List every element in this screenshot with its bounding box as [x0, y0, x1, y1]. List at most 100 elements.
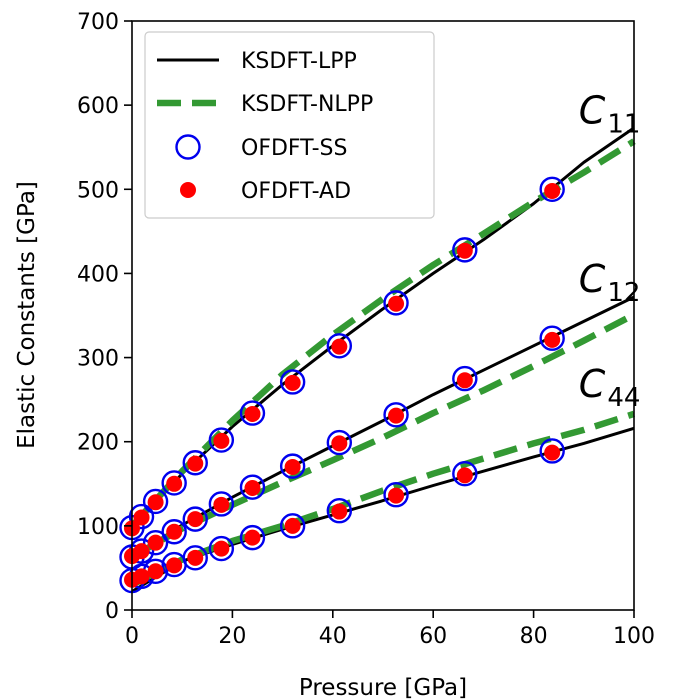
marker-ofdft-ss-c12-7	[279, 453, 306, 479]
annotation-c11: C11	[579, 89, 641, 140]
marker-ofdft-ss-c12-2	[142, 529, 169, 556]
marker-ofdft-ss-c11-8	[326, 333, 353, 359]
x-tick-label-4: 80	[520, 624, 548, 649]
marker-ofdft-ad-c12-8	[331, 435, 348, 452]
marker-ofdft-ss-c11-9	[383, 290, 409, 316]
marker-ofdft-ss-c44-4	[182, 545, 208, 571]
marker-ofdft-ad-c44-3	[166, 557, 183, 574]
legend-label-ksdft-lpp: KSDFT-LPP	[241, 49, 357, 74]
ticks-layer: 0 20 40 60 80 100 0 100 200 300 400 500 600 700	[77, 10, 655, 649]
markers-layer	[119, 176, 565, 594]
marker-ofdft-ad-c44-7	[284, 517, 301, 534]
marker-ofdft-ss-c11-6	[239, 400, 266, 426]
legend-swatch-ofdft-ss	[175, 134, 201, 160]
y-axis-label: Elastic Constants [GPa]	[14, 181, 40, 449]
marker-ofdft-ad-c44-5	[213, 540, 230, 557]
marker-ofdft-ss-c44-11	[539, 438, 565, 464]
marker-ofdft-ad-c11-10	[456, 242, 473, 259]
marker-ofdft-ad-c12-9	[388, 407, 405, 424]
marker-ofdft-ss-c11-4	[182, 450, 208, 476]
legend-label-ofdft-ss: OFDFT-SS	[241, 136, 347, 161]
annotation-subscript: 44	[607, 383, 640, 413]
annotation-c44: C44	[579, 362, 641, 413]
marker-ofdft-ss-c11-5	[208, 427, 235, 453]
marker-ofdft-ad-c12-5	[213, 496, 230, 513]
marker-ofdft-ad-c44-1	[133, 568, 150, 585]
marker-ofdft-ss-c12-4	[182, 506, 208, 532]
marker-ofdft-ss-c12-10	[452, 365, 478, 392]
marker-ofdft-ad-c12-3	[166, 523, 183, 540]
annotation-base: C	[579, 257, 606, 301]
annotation-subscript: 11	[607, 110, 640, 140]
marker-ofdft-ad-c44-10	[456, 467, 473, 484]
marker-ofdft-ss-c44-8	[326, 498, 353, 524]
annotation-c12: C12	[579, 257, 641, 308]
annotation-base: C	[579, 362, 606, 406]
marker-ofdft-ss-c12-11	[539, 325, 565, 351]
y-tick-label-3: 300	[77, 347, 119, 372]
marker-ofdft-ss-c11-1	[128, 503, 155, 530]
marker-ofdft-ad-c11-5	[213, 432, 230, 449]
marker-ofdft-ss-c12-5	[208, 491, 235, 517]
y-tick-label-6: 600	[77, 94, 119, 119]
marker-ofdft-ss-c11-10	[452, 237, 478, 263]
x-axis-label: Pressure [GPa]	[299, 675, 467, 700]
marker-ofdft-ad-c11-3	[166, 475, 183, 492]
legend-label-ksdft-nlpp: KSDFT-NLPP	[241, 92, 373, 117]
marker-ofdft-ad-c11-7	[284, 374, 301, 391]
marker-ofdft-ad-c12-4	[187, 511, 204, 528]
marker-ofdft-ad-c11-2	[147, 494, 164, 511]
marker-ofdft-ss-c44-5	[208, 535, 235, 562]
y-tick-label-5: 500	[77, 178, 119, 203]
marker-ofdft-ss-c12-6	[239, 474, 266, 500]
marker-ofdft-ad-c12-2	[147, 534, 164, 551]
annotation-subscript: 12	[607, 278, 640, 308]
marker-ofdft-ss-c12-9	[383, 402, 409, 428]
marker-ofdft-ad-c12-7	[284, 458, 301, 475]
marker-ofdft-ad-c44-2	[147, 563, 164, 580]
series-line-ksdft-nlpp-c12	[130, 311, 636, 560]
marker-ofdft-ad-c12-6	[244, 479, 261, 496]
x-tick-label-0: 0	[125, 624, 139, 649]
marker-ofdft-ad-c44-11	[544, 444, 561, 461]
x-tick-label-1: 20	[218, 624, 246, 649]
marker-ofdft-ad-c44-9	[388, 487, 405, 504]
marker-ofdft-ss-c44-9	[383, 482, 409, 508]
marker-ofdft-ss-c12-3	[161, 519, 187, 545]
marker-ofdft-ad-c11-8	[331, 338, 348, 355]
y-tick-label-2: 200	[77, 431, 119, 456]
marker-ofdft-ss-c44-6	[239, 524, 266, 551]
marker-ofdft-ss-c44-10	[452, 460, 478, 487]
marker-ofdft-ad-c11-1	[133, 509, 150, 526]
marker-ofdft-ad-c11-11	[544, 182, 561, 199]
legend-swatch-ofdft-ad	[180, 182, 196, 198]
legend-box	[144, 31, 435, 219]
marker-ofdft-ss-c11-2	[142, 488, 169, 515]
x-tick-label-3: 60	[419, 624, 447, 649]
marker-ofdft-ad-c12-10	[456, 372, 473, 389]
marker-ofdft-ss-c12-8	[326, 429, 353, 456]
x-tick-label-5: 100	[613, 624, 655, 649]
marker-ofdft-ad-c11-4	[187, 455, 204, 472]
marker-ofdft-ss-c11-11	[539, 176, 565, 202]
plot-frame	[131, 20, 635, 611]
marker-ofdft-ad-c44-6	[244, 529, 261, 546]
x-tick-label-2: 40	[319, 624, 347, 649]
marker-ofdft-ad-c11-6	[244, 405, 261, 422]
y-tick-label-0: 0	[105, 599, 119, 624]
marker-ofdft-ss-c11-7	[279, 369, 306, 395]
marker-ofdft-ss-c11-3	[161, 470, 187, 496]
marker-ofdft-ad-c12-1	[133, 543, 150, 560]
legend: KSDFT-LPP KSDFT-NLPP OFDFT-SS OFDFT-AD	[144, 31, 435, 219]
annotation-base: C	[579, 89, 606, 133]
marker-ofdft-ad-c12-11	[544, 331, 561, 348]
y-tick-label-1: 100	[77, 515, 119, 540]
y-tick-label-4: 400	[77, 262, 119, 287]
legend-label-ofdft-ad: OFDFT-AD	[241, 179, 351, 204]
marker-ofdft-ad-c44-8	[331, 503, 348, 520]
y-tick-label-7: 700	[77, 10, 119, 35]
marker-ofdft-ad-c11-9	[388, 295, 405, 312]
marker-ofdft-ad-c44-4	[187, 549, 204, 566]
